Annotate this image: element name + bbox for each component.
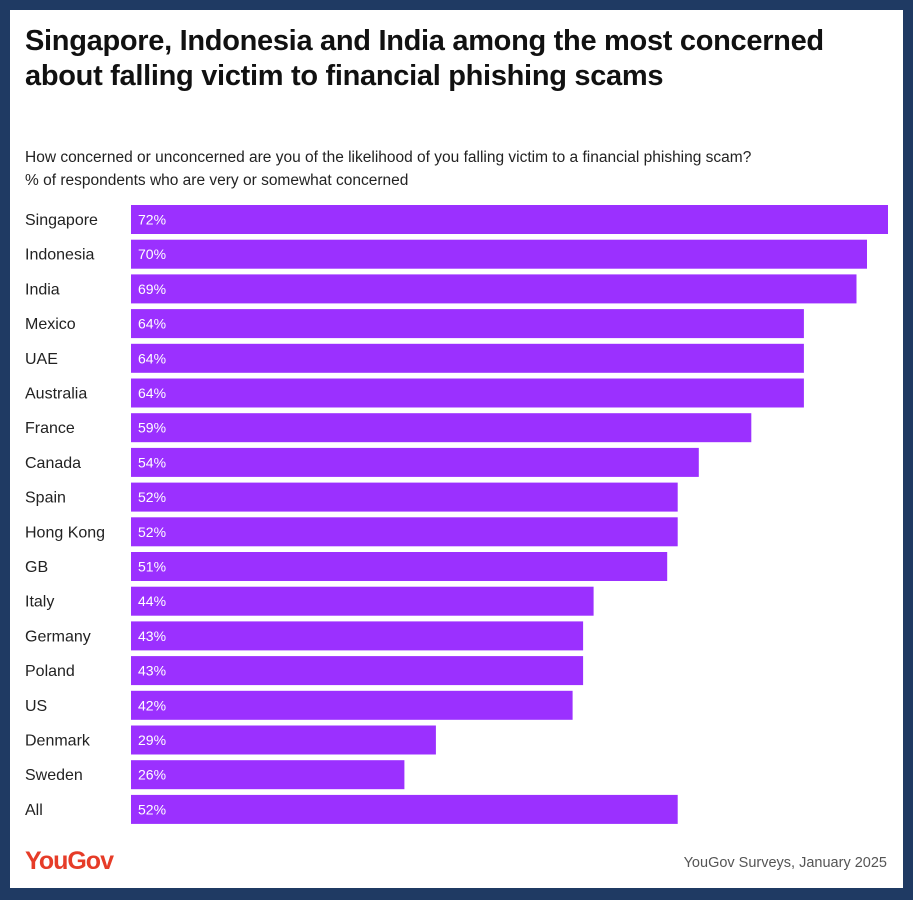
yougov-logo: YouGov <box>25 847 114 875</box>
bar <box>131 586 594 616</box>
category-label: Hong Kong <box>25 524 105 541</box>
category-label: France <box>25 420 75 437</box>
bar <box>131 239 867 269</box>
value-label: 26% <box>138 767 166 783</box>
category-label: Singapore <box>25 212 98 229</box>
bar <box>131 725 436 755</box>
category-label: GB <box>25 559 48 576</box>
bar-chart: Singapore 72% Indonesia 70% India 69% Mexico 64… <box>25 205 888 824</box>
category-label: Mexico <box>25 316 76 333</box>
bar <box>131 690 573 720</box>
bar <box>131 517 678 547</box>
bar <box>131 343 804 373</box>
category-label: Australia <box>25 386 87 403</box>
bar <box>131 656 584 686</box>
category-label: Denmark <box>25 733 91 750</box>
category-label: Germany <box>25 628 91 645</box>
bar <box>131 552 668 581</box>
value-label: 43% <box>138 663 166 679</box>
bar <box>131 378 804 408</box>
bar <box>131 309 804 339</box>
value-label: 52% <box>138 489 166 505</box>
bar <box>131 621 584 651</box>
chart-title: Singapore, Indonesia and India among the… <box>25 25 824 92</box>
value-label: 51% <box>138 559 166 575</box>
category-label: Italy <box>25 594 54 611</box>
category-label: US <box>25 698 47 715</box>
value-label: 54% <box>138 454 166 470</box>
category-label: All <box>25 802 43 819</box>
value-label: 52% <box>138 801 166 817</box>
chart-subtitle: How concerned or unconcerned are you of … <box>25 146 895 192</box>
category-label: Sweden <box>25 767 83 784</box>
value-label: 70% <box>138 246 166 262</box>
value-label: 29% <box>138 732 166 748</box>
category-label: Indonesia <box>25 247 94 264</box>
value-label: 43% <box>138 628 166 644</box>
chart-card: Singapore, Indonesia and India among the… <box>10 10 903 888</box>
bar <box>131 274 857 304</box>
value-label: 44% <box>138 593 166 609</box>
source-note: YouGov Surveys, January 2025 <box>683 855 887 871</box>
value-label: 64% <box>138 350 166 366</box>
value-label: 42% <box>138 697 166 713</box>
bar <box>131 482 678 512</box>
value-label: 64% <box>138 385 166 401</box>
category-label: UAE <box>25 351 58 368</box>
category-label: Poland <box>25 663 75 680</box>
category-label: Canada <box>25 455 81 472</box>
subtitle-question: How concerned or unconcerned are you of … <box>25 149 752 166</box>
bar <box>131 794 678 824</box>
value-label: 59% <box>138 420 166 436</box>
value-label: 52% <box>138 524 166 540</box>
subtitle-measure: % of respondents who are very or somewha… <box>25 172 409 189</box>
bar <box>131 413 752 443</box>
category-label: Spain <box>25 490 66 507</box>
bar <box>131 760 405 790</box>
value-label: 69% <box>138 281 166 297</box>
category-label: India <box>25 281 60 298</box>
bar <box>131 205 888 234</box>
value-label: 72% <box>138 212 166 228</box>
bar <box>131 447 699 477</box>
value-label: 64% <box>138 316 166 332</box>
